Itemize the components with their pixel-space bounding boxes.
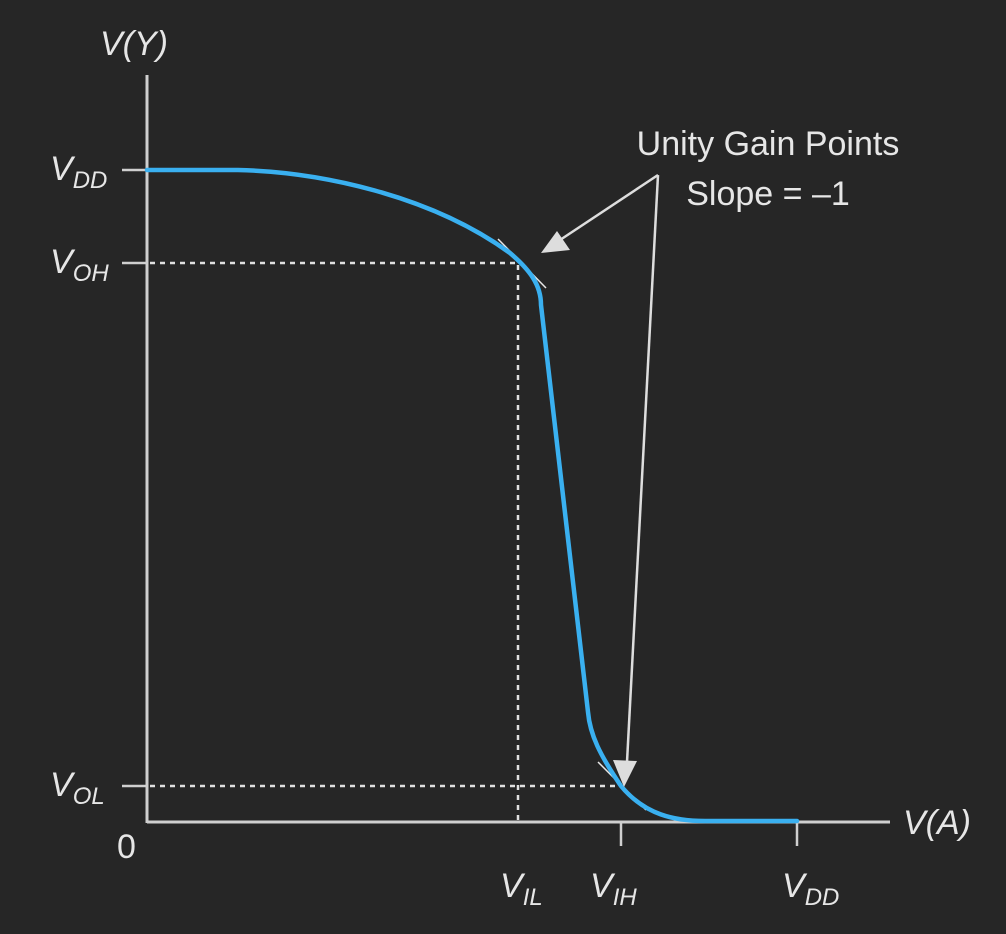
x-tick-label-vdd-sub: DD xyxy=(805,884,840,911)
x-axis-label: V(A) xyxy=(903,804,971,842)
origin-label: 0 xyxy=(117,828,136,866)
x-tick-label-vih-main: V xyxy=(590,867,616,905)
voh-vil-guide xyxy=(150,261,520,822)
annotation-line1: Unity Gain Points xyxy=(637,125,900,163)
annotation-arrow-lower xyxy=(625,174,660,763)
x-tick-label-vil-main: V xyxy=(500,867,526,905)
y-tick-label-vdd: VDD xyxy=(50,150,107,194)
transfer-curve xyxy=(144,167,800,824)
y-tick-label-vdd-main: V xyxy=(50,150,76,188)
x-tick-label-vil-sub: IL xyxy=(523,884,543,911)
y-tick-label-voh: VOH xyxy=(50,243,109,287)
x-tick-label-vdd-main: V xyxy=(782,867,808,905)
annotation-line2: Slope = –1 xyxy=(686,175,850,213)
arrowhead-upper xyxy=(541,231,570,253)
y-tick-label-vdd-sub: DD xyxy=(73,167,108,194)
x-tick-label-vil: VIL xyxy=(500,867,543,911)
y-tick-label-voh-main: V xyxy=(50,243,76,281)
y-tick-label-vol-sub: OL xyxy=(73,783,105,810)
y-tick-label-vol-main: V xyxy=(50,766,76,804)
y-tick-label-voh-sub: OH xyxy=(73,260,110,287)
y-tick-label-vol: VOL xyxy=(50,766,105,810)
y-axis-label: V(Y) xyxy=(100,25,168,63)
x-tick-label-vih: VIH xyxy=(590,867,637,911)
x-tick-label-vih-sub: IH xyxy=(613,884,638,911)
x-tick-label-vdd: VDD xyxy=(782,867,839,911)
annotation-arrow-upper xyxy=(559,173,659,242)
arrowhead-lower xyxy=(613,760,637,787)
